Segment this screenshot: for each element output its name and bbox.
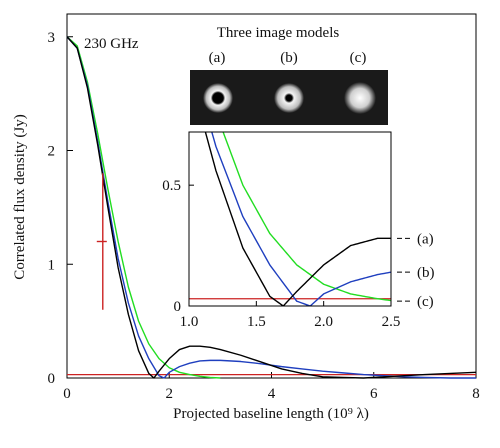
inset-y-tick-label: 0: [174, 299, 182, 315]
inset-series-line-a: [204, 132, 391, 306]
inset-frame: [188, 131, 392, 307]
inset-series-labels: (a) (b) (c): [397, 231, 435, 310]
inset-series-label-a: (a): [417, 231, 434, 247]
inset-x-tick-label: 2.0: [314, 314, 333, 330]
model-image-c: [344, 82, 376, 114]
inset-x-tick-label: 2.5: [382, 314, 401, 330]
inset-series-label-c: (c): [417, 294, 434, 310]
series-line-a: [66, 36, 477, 379]
inset-series-clip: [189, 132, 391, 306]
inset-series-line-b: [211, 132, 391, 306]
inset-y-tick-label: 0.5: [162, 178, 181, 194]
y-tick-label: 0: [48, 371, 56, 387]
inset-series-group: [189, 132, 391, 306]
series-line-c: [66, 36, 221, 379]
model-label-a: (a): [209, 50, 226, 66]
model-label-c: (c): [350, 50, 367, 66]
inset-axis-ticks: [188, 184, 392, 307]
inset-x-tick-label: 1.5: [247, 314, 266, 330]
model-image-b: [274, 83, 304, 113]
y-tick-label: 2: [48, 144, 56, 160]
inset-series-line-c: [222, 132, 391, 302]
inset-tick-labels: 1.0 1.5 2.0 2.5 0 0.5: [162, 178, 400, 330]
inset-background: [189, 132, 391, 306]
y-tick-label: 3: [48, 30, 56, 46]
model-label-b: (b): [280, 50, 298, 66]
frequency-annotation: 230 GHz: [84, 36, 139, 52]
x-tick-label: 4: [268, 386, 276, 402]
inset-series-label-b: (b): [417, 265, 435, 281]
main-series-group: [66, 36, 477, 379]
y-tick-label: 1: [48, 257, 56, 273]
x-axis-title: Projected baseline length (10⁹ λ): [173, 406, 369, 422]
series-line-b: [66, 36, 476, 379]
x-tick-label: 0: [63, 386, 71, 402]
x-tick-label: 8: [472, 386, 480, 402]
y-axis-title: Correlated flux density (Jy): [12, 114, 28, 279]
main-tick-labels: 0 2 4 6 8 0 1 2 3: [48, 30, 480, 402]
inset-x-tick-label: 1.0: [180, 314, 199, 330]
x-tick-label: 2: [166, 386, 174, 402]
model-image-a: [203, 83, 233, 113]
inset-title: Three image models: [217, 25, 340, 41]
x-tick-label: 6: [370, 386, 378, 402]
